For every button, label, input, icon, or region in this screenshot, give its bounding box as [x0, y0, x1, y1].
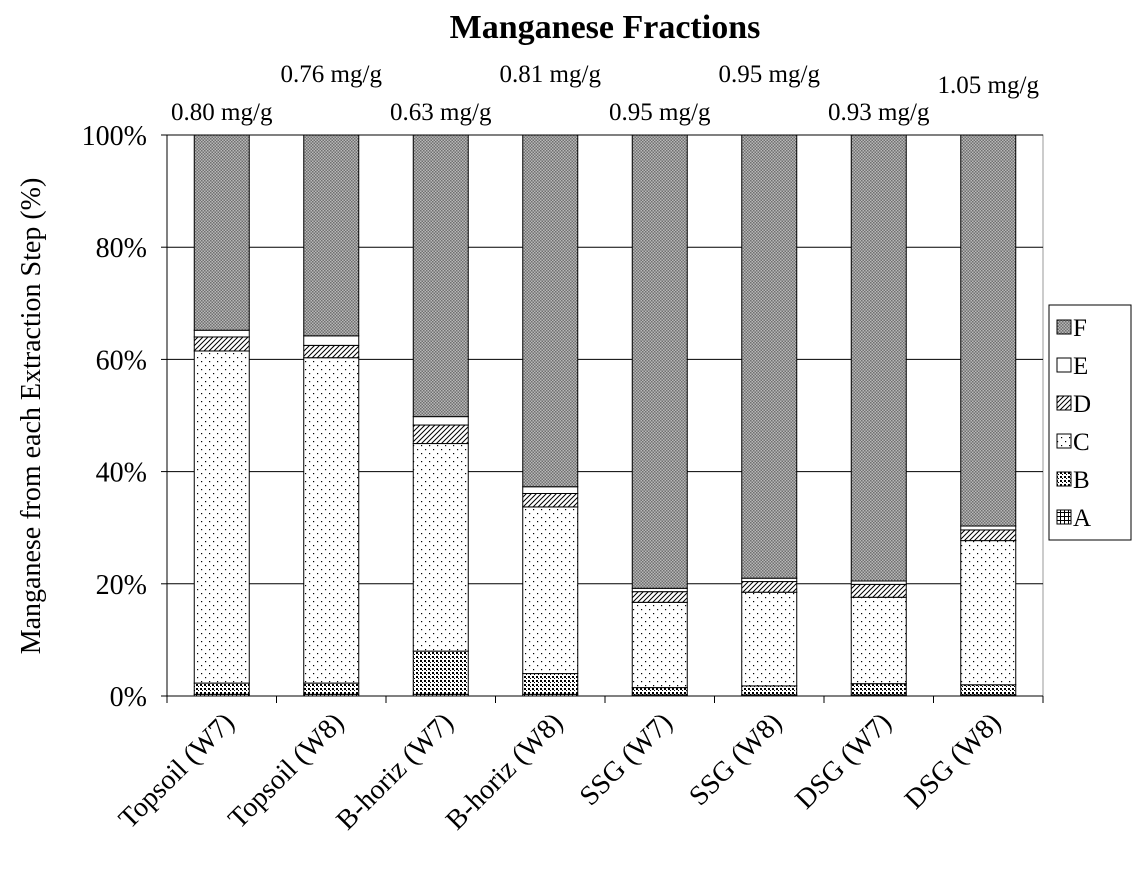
legend-label: C	[1073, 429, 1090, 456]
legend-box	[1048, 304, 1132, 541]
x-tick-label: DSG (W8)	[899, 707, 1007, 815]
bar-segment	[522, 492, 579, 508]
bar-segment	[522, 673, 579, 695]
bar-segment	[412, 424, 469, 445]
bar-segment	[522, 134, 579, 488]
total-label: 0.80 mg/g	[171, 99, 273, 126]
bar-segment	[193, 329, 250, 338]
legend-swatch	[1056, 319, 1072, 335]
bar-segment	[960, 684, 1017, 696]
bar-segment	[960, 540, 1017, 686]
y-axis-label: Manganese from each Extraction Step (%)	[16, 178, 47, 655]
total-label: 0.95 mg/g	[609, 99, 711, 126]
legend-swatch	[1056, 357, 1072, 373]
legend-label: D	[1073, 391, 1091, 418]
bar-segment	[960, 134, 1017, 527]
chart-title: Manganese Fractions	[450, 9, 761, 46]
total-label: 0.95 mg/g	[719, 61, 821, 88]
bar-segment	[850, 580, 907, 585]
bar-segment	[522, 506, 579, 675]
y-tick-label: 60%	[96, 345, 147, 376]
bar-segment	[303, 134, 360, 337]
bar-segment	[850, 596, 907, 685]
bar-segment	[303, 344, 360, 359]
legend-label: F	[1073, 315, 1087, 342]
legend-swatch	[1056, 433, 1072, 449]
x-tick-label: B-horiz (W7)	[331, 707, 460, 836]
bar-segment	[193, 350, 250, 684]
y-tick-label: 20%	[96, 570, 147, 601]
x-tick-label: B-horiz (W8)	[440, 707, 569, 836]
bar-segment	[850, 583, 907, 598]
x-tick-label: SSG (W7)	[574, 707, 679, 812]
y-tick-label: 0%	[110, 682, 147, 713]
y-tick-label: 100%	[82, 121, 147, 152]
bar-segment	[741, 577, 798, 583]
legend-swatch	[1056, 471, 1072, 487]
bar-segment	[741, 591, 798, 687]
bar-segment	[631, 687, 688, 696]
bar-segment	[631, 591, 688, 603]
bar-segment	[631, 134, 688, 589]
bar-segment	[193, 336, 250, 352]
bar-segment	[303, 682, 360, 695]
total-label: 0.81 mg/g	[500, 61, 602, 88]
bar-segment	[741, 685, 798, 696]
legend-label: E	[1073, 353, 1088, 380]
total-label: 0.93 mg/g	[828, 99, 930, 126]
legend-swatch	[1056, 509, 1072, 525]
bar-segment	[303, 357, 360, 684]
bar-segment	[850, 134, 907, 582]
legend-label: B	[1073, 467, 1090, 494]
y-tick-label: 40%	[96, 458, 147, 489]
x-tick-label: SSG (W8)	[683, 707, 788, 812]
bar-segment	[631, 587, 688, 593]
x-tick-label: Topsoil (W7)	[113, 707, 241, 835]
bar-segment	[850, 683, 907, 696]
legend-swatch	[1056, 395, 1072, 411]
bar-segment	[631, 601, 688, 689]
bar-segment	[741, 134, 798, 579]
bar-segment	[741, 581, 798, 593]
legend-label: A	[1073, 505, 1091, 532]
total-label: 0.63 mg/g	[390, 99, 492, 126]
x-tick-label: DSG (W7)	[789, 707, 897, 815]
bar-segment	[303, 335, 360, 346]
bar-segment	[960, 529, 1017, 542]
y-tick-label: 80%	[96, 233, 147, 264]
bar-segment	[412, 443, 469, 652]
total-label: 1.05 mg/g	[938, 72, 1040, 99]
plot-area	[166, 134, 1044, 697]
bar-segment	[412, 134, 469, 418]
bar-segment	[193, 134, 250, 331]
bar-segment	[412, 650, 469, 695]
total-label: 0.76 mg/g	[281, 61, 383, 88]
bar-segment	[522, 486, 579, 494]
bar-segment	[193, 682, 250, 695]
bar-segment	[960, 525, 1017, 531]
bar-segment	[412, 416, 469, 426]
